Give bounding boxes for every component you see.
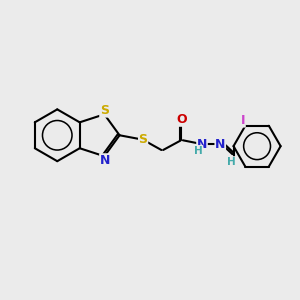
Text: N: N [197, 138, 207, 151]
Text: H: H [194, 146, 203, 156]
Text: S: S [100, 104, 109, 117]
Text: S: S [139, 133, 148, 146]
Text: N: N [215, 138, 226, 151]
Text: I: I [241, 114, 245, 127]
Text: N: N [100, 154, 110, 167]
Text: O: O [176, 113, 187, 126]
Text: H: H [227, 157, 236, 167]
